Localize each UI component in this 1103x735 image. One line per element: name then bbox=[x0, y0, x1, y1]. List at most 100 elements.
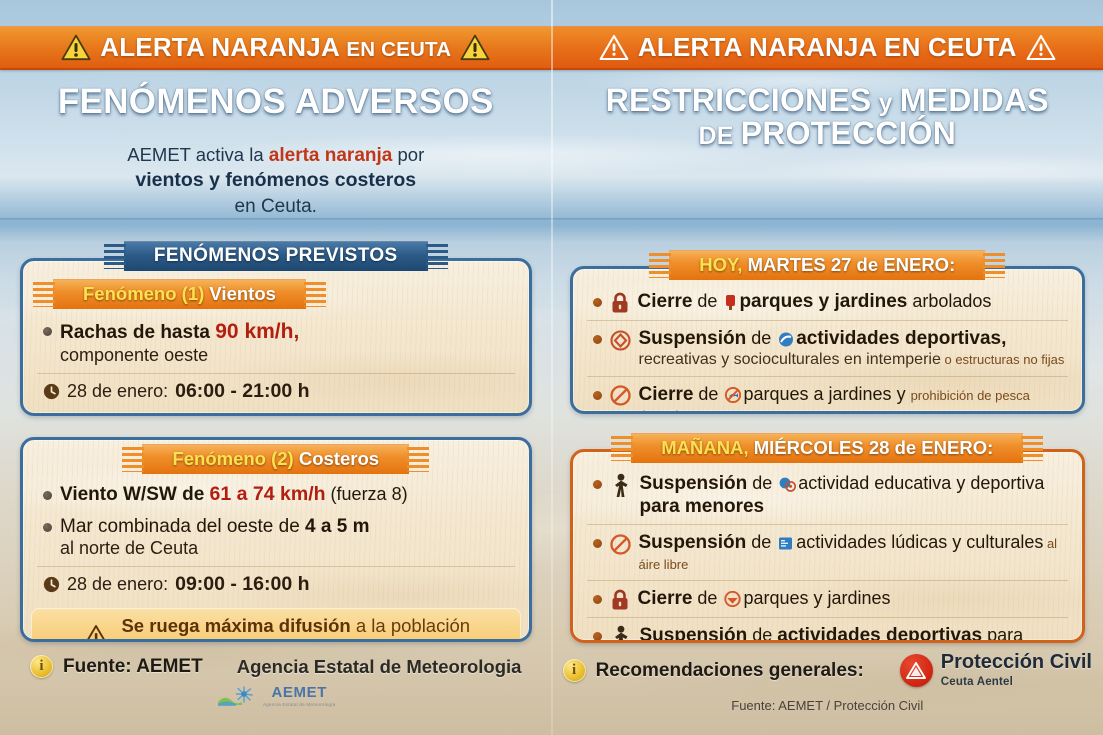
card2-time-label: 28 de enero: bbox=[67, 573, 169, 594]
today-ribbon-wrap: HOY, MARTES 27 de ENERO: bbox=[552, 250, 1103, 280]
card2-ribbon-wrap: Fenómeno (2) Costeros bbox=[23, 444, 529, 474]
civil-protection-icon bbox=[899, 654, 933, 688]
today-item-1: Cierre de parques y jardines arbolados bbox=[587, 284, 1069, 320]
tomorrow-item-4-body: Suspensión de actividades deportivas par… bbox=[639, 624, 1067, 643]
right-subtitle-medidas: MEDIDAS bbox=[899, 82, 1049, 118]
tomorrow-i3-mid2: parques y jardines bbox=[743, 588, 891, 609]
intro-line-3: en Ceuta. bbox=[234, 196, 317, 218]
right-footer: i Recomendaciones generales: Protección … bbox=[552, 652, 1103, 713]
card2-b2-pre: Mar combinada del oeste de bbox=[60, 515, 306, 537]
tomorrow-i1-line1: Suspensión de actividad educativa y depo… bbox=[640, 472, 1067, 495]
today-i3-mid3: y bbox=[891, 383, 911, 404]
tomorrow-i1-mid1: de bbox=[747, 473, 778, 493]
warning-strip-line1: Se ruega máxima difusión a la población bbox=[121, 615, 470, 637]
card2-b1-post: (fuerza 8) bbox=[325, 484, 408, 504]
aemet-logo-text-block: AEMET Agencia Estatal de Meteorología bbox=[263, 684, 336, 709]
warning-triangle-icon bbox=[61, 34, 91, 61]
tomorrow-i2-mid1: de bbox=[746, 532, 777, 553]
tomorrow-i1-line2: para menores bbox=[639, 496, 765, 518]
ribbon-manana-miercoles: MAÑANA, MIÉRCOLES 28 de ENERO: bbox=[611, 433, 1044, 463]
right-alert-bar: ALERTA NARANJA EN CEUTA bbox=[551, 26, 1103, 70]
bullet-dot-icon bbox=[592, 595, 602, 605]
culture-icon bbox=[779, 537, 793, 550]
card1-bullet-highlight: 90 km/h, bbox=[215, 320, 300, 343]
right-subtitle: RESTRICCIONES y MEDIDAS DE PROTECCIÓN bbox=[552, 82, 1103, 151]
aemet-sun-landscape-icon bbox=[217, 686, 253, 707]
card-fenomeno-2: Fenómeno (2) Costeros Viento W/SW de 61 … bbox=[20, 437, 532, 642]
right-subtitle-restricciones: RESTRICCIONES bbox=[605, 82, 872, 118]
ribbon-fenomeno-1-number: Fenómeno (1) bbox=[83, 283, 205, 304]
clock-icon bbox=[43, 383, 60, 399]
tomorrow-i4-mid1: de bbox=[747, 625, 778, 643]
bullet-dot-icon bbox=[43, 522, 52, 532]
panel-divider bbox=[551, 0, 553, 735]
card1-bullet-line2: componente oeste bbox=[60, 344, 209, 365]
ribbon-fenomeno-1: Fenómeno (1) Vientos bbox=[33, 279, 326, 309]
bullet-dot-icon bbox=[592, 390, 602, 400]
lock-icon bbox=[612, 589, 627, 610]
ribbon-fenomeno-2: Fenómeno (2) Costeros bbox=[122, 444, 429, 474]
left-intro-paragraph: AEMET activa la alerta naranja por vient… bbox=[60, 143, 492, 219]
aemet-logo-word: AEMET bbox=[271, 684, 327, 701]
tree-icon bbox=[726, 295, 736, 310]
today-i2-bold1: Suspensión bbox=[638, 328, 747, 349]
today-i1-mid1: de bbox=[692, 291, 723, 311]
today-item-2-body: Suspensión de actividades deportivas, re… bbox=[639, 327, 1067, 370]
left-alert-small: EN CEUTA bbox=[346, 38, 452, 61]
card1-time-value: 06:00 - 21:00 h bbox=[175, 379, 310, 402]
ribbon-hoy-label: HOY, bbox=[699, 254, 743, 275]
today-item-3-line: Cierre de parques a jardines y prohibici… bbox=[639, 383, 1067, 411]
today-i2-line2a: recreativas y socioculturales en intempe… bbox=[638, 351, 941, 369]
left-section-banner-wrap: FENÓMENOS PREVISTOS bbox=[0, 241, 552, 271]
right-subtitle-de: DE bbox=[698, 122, 741, 151]
today-rows: Cierre de parques y jardines arbolados S… bbox=[573, 269, 1083, 411]
pedestrian-icon bbox=[614, 473, 627, 497]
left-subtitle: FENÓMENOS ADVERSOS bbox=[57, 82, 494, 121]
bullet-dot-icon bbox=[592, 632, 602, 640]
tomorrow-item-4: Suspensión de actividades deportivas par… bbox=[586, 617, 1068, 643]
bullet-dot-icon bbox=[592, 298, 602, 307]
info-icon: i bbox=[30, 655, 54, 678]
today-item-3-body: Cierre de parques a jardines y prohibici… bbox=[639, 383, 1067, 411]
warning-strip-bold: Se ruega máxima difusión bbox=[121, 614, 351, 636]
card1-ribbon-wrap: Fenómeno (1) Vientos bbox=[23, 279, 529, 309]
card1-time-label: 28 de enero: bbox=[67, 380, 169, 401]
today-i3-mid2: parques a jardines bbox=[743, 383, 892, 404]
no-fishing-icon bbox=[725, 386, 742, 403]
ribbon-manana-label: MAÑANA, bbox=[661, 437, 749, 458]
card2-bullet-row-2: Mar combinada del oeste de 4 a 5 m al no… bbox=[37, 513, 515, 566]
right-subtitle-line2: DE PROTECCIÓN bbox=[698, 115, 956, 151]
card1-bullet-row: Rachas de hasta 90 km/h, componente oest… bbox=[37, 313, 515, 373]
civil-protection-title: Protección Civil bbox=[940, 651, 1092, 673]
tomorrow-i4-bold1: Suspensión bbox=[639, 625, 748, 643]
right-subtitle-line1: RESTRICCIONES y MEDIDAS bbox=[606, 82, 1049, 118]
tomorrow-i2-line: Suspensión de actividades lúdicas y cult… bbox=[639, 531, 1067, 574]
bullet-dot-icon bbox=[592, 335, 602, 344]
today-i2-bold2: actividades deportivas, bbox=[796, 328, 1007, 349]
tomorrow-item-1: Suspensión de actividad educativa y depo… bbox=[587, 466, 1069, 524]
school-sport-icon bbox=[779, 477, 797, 492]
warning-triangle-icon bbox=[87, 625, 106, 639]
card2-bullet-row-1: Viento W/SW de 61 a 74 km/h (fuerza 8) bbox=[37, 477, 515, 513]
left-footer: i Fuente: AEMET Agencia Estatal de Meteo… bbox=[0, 655, 552, 709]
warning-triangle-icon bbox=[1026, 34, 1056, 61]
tomorrow-i3-bold1: Cierre bbox=[637, 588, 693, 610]
bullet-dot-icon bbox=[592, 480, 602, 489]
today-i3-tiny: prohibición de pesca deportiva bbox=[639, 387, 1030, 411]
civil-protection-logo: Protección Civil Ceuta Aentel bbox=[899, 651, 1092, 690]
left-alert-main: ALERTA NARANJA bbox=[100, 32, 339, 62]
right-subtitle-y: y bbox=[871, 89, 900, 117]
left-footer-agency: Agencia Estatal de Meteorologia bbox=[236, 655, 522, 677]
card1-time-row: 28 de enero: 06:00 - 21:00 h bbox=[37, 372, 515, 409]
no-entry-icon bbox=[724, 591, 742, 608]
tomorrow-item-3-body: Cierre de parques y jardines bbox=[638, 587, 1067, 610]
warning-strip-text: Se ruega máxima difusión a la población … bbox=[121, 615, 470, 639]
right-footer-recommendations-label: Recomendaciones generales: bbox=[595, 659, 864, 681]
right-footer-line: i Recomendaciones generales: Protección … bbox=[552, 652, 1103, 690]
card2-time-row: 28 de enero: 09:00 - 16:00 h bbox=[37, 565, 515, 602]
ribbon-fenomeno-2-name: Costeros bbox=[298, 448, 380, 469]
right-subtitle-proteccion: PROTECCIÓN bbox=[740, 115, 957, 152]
card-fenomeno-1: Fenómeno (1) Vientos Rachas de hasta 90 … bbox=[20, 258, 532, 416]
card2-bullet-1-body: Viento W/SW de 61 a 74 km/h (fuerza 8) bbox=[60, 483, 513, 507]
aemet-logo: AEMET Agencia Estatal de Meteorología bbox=[0, 684, 552, 709]
